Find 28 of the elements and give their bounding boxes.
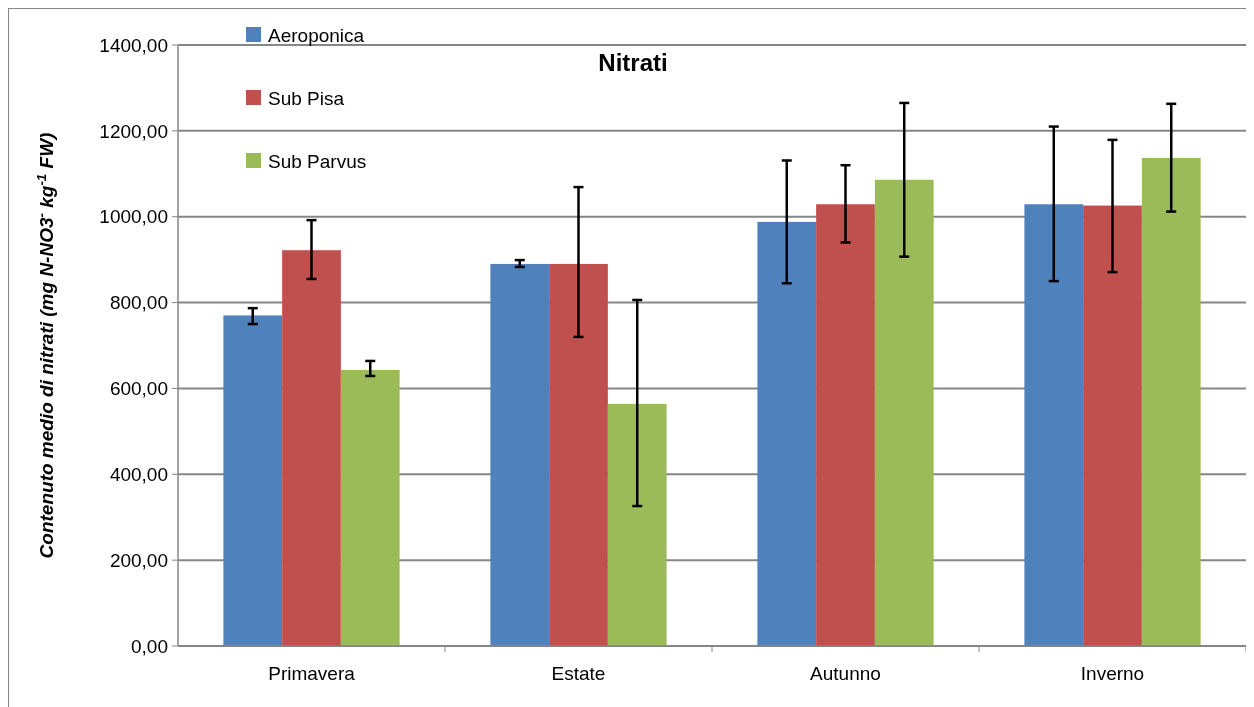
bar	[490, 263, 550, 646]
bar	[607, 403, 667, 646]
bar	[549, 263, 608, 646]
bar	[1083, 205, 1142, 646]
x-tick-label: Inverno	[1080, 663, 1145, 684]
bar	[282, 250, 341, 646]
y-tick-label: 800,00	[109, 292, 168, 314]
x-tick-label: Estate	[551, 663, 606, 684]
bar	[223, 315, 283, 646]
x-tick-label: Autunno	[810, 663, 881, 684]
bar	[1024, 204, 1084, 646]
bar	[1141, 157, 1201, 646]
chart-title: Nitrati	[598, 49, 668, 76]
x-tick-label: Primavera	[268, 663, 356, 684]
y-tick-label: 200,00	[109, 549, 168, 571]
bar	[874, 179, 934, 646]
y-tick-label: 1400,00	[99, 34, 168, 56]
legend-label: Sub Parvus	[268, 150, 367, 172]
y-tick-label: 0,00	[131, 635, 168, 657]
legend-label: Sub Pisa	[268, 87, 345, 109]
bar	[340, 369, 400, 646]
bar	[816, 204, 875, 646]
y-tick-label: 1200,00	[99, 120, 168, 142]
y-tick-label: 600,00	[109, 378, 168, 400]
y-tick-label: 400,00	[109, 463, 168, 485]
legend-label: Aeroponica	[268, 24, 365, 46]
bar	[757, 221, 817, 646]
y-tick-label: 1000,00	[99, 206, 168, 228]
